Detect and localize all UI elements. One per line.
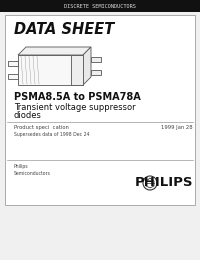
- Text: DATA SHEET: DATA SHEET: [14, 22, 114, 37]
- Bar: [0, 0, 200, 12]
- Bar: [71, 55, 83, 85]
- Polygon shape: [18, 47, 91, 55]
- Bar: [91, 70, 101, 75]
- Bar: [8, 74, 18, 79]
- Bar: [8, 61, 18, 66]
- Text: Product speci  cation: Product speci cation: [14, 125, 69, 130]
- Text: diodes: diodes: [14, 111, 42, 120]
- Text: PSMA8.5A to PSMA78A: PSMA8.5A to PSMA78A: [14, 92, 141, 102]
- Text: Philips
Semiconductors: Philips Semiconductors: [14, 164, 51, 176]
- Bar: [5, 15, 195, 205]
- Bar: [91, 57, 101, 62]
- Text: DISCRETE SEMICONDUCTORS: DISCRETE SEMICONDUCTORS: [64, 3, 136, 9]
- Text: 1999 Jan 28: 1999 Jan 28: [161, 125, 193, 130]
- Text: Supersedes data of 1998 Dec 24: Supersedes data of 1998 Dec 24: [14, 132, 90, 137]
- Text: PHILIPS: PHILIPS: [134, 177, 193, 190]
- Polygon shape: [83, 47, 91, 85]
- Text: Transient voltage suppressor: Transient voltage suppressor: [14, 103, 136, 112]
- Bar: [18, 55, 83, 85]
